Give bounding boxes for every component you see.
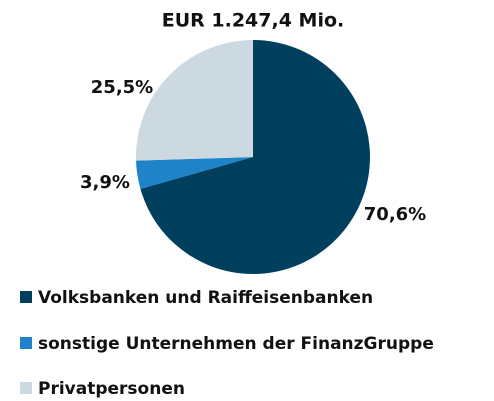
data-label: 25,5%	[91, 77, 153, 98]
legend-swatch	[20, 337, 32, 349]
pie-slice	[140, 40, 370, 274]
legend-swatch	[20, 382, 32, 394]
legend-label: Volksbanken und Raiffeisenbanken	[38, 288, 373, 308]
legend-label: sonstige Unternehmen der FinanzGruppe	[38, 334, 434, 354]
legend-swatch	[20, 291, 32, 303]
chart-title: EUR 1.247,4 Mio.	[162, 10, 345, 32]
data-label: 3,9%	[80, 172, 130, 193]
pie-slice	[136, 157, 253, 189]
pie-slice	[136, 40, 253, 161]
data-label: 70,6%	[364, 204, 426, 225]
legend-label: Privatpersonen	[38, 379, 185, 399]
